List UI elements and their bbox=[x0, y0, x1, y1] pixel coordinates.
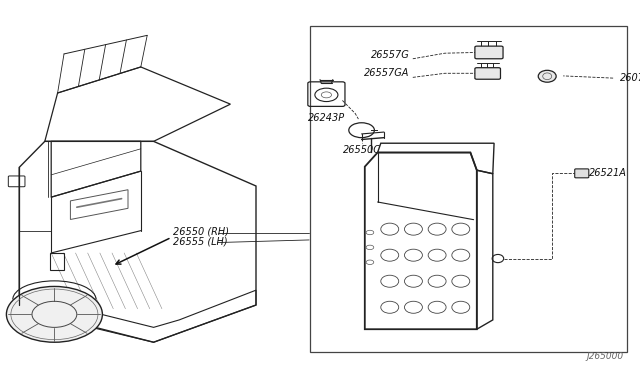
Text: 26557G: 26557G bbox=[371, 50, 410, 60]
Bar bbox=[310, 26, 627, 352]
Text: 26555 (LH): 26555 (LH) bbox=[173, 237, 227, 247]
Text: 26550 (RH): 26550 (RH) bbox=[173, 227, 229, 236]
Text: 26075D: 26075D bbox=[620, 73, 640, 83]
Text: 26557GA: 26557GA bbox=[364, 68, 410, 78]
FancyBboxPatch shape bbox=[475, 68, 500, 79]
Text: 26243P: 26243P bbox=[308, 113, 345, 124]
Ellipse shape bbox=[538, 70, 556, 82]
Text: J265000: J265000 bbox=[586, 352, 623, 361]
Bar bbox=[50, 253, 64, 270]
Circle shape bbox=[6, 286, 102, 342]
Text: 26550C: 26550C bbox=[342, 145, 381, 155]
FancyBboxPatch shape bbox=[575, 169, 589, 178]
FancyBboxPatch shape bbox=[475, 46, 503, 59]
Text: 26521A: 26521A bbox=[589, 169, 627, 178]
